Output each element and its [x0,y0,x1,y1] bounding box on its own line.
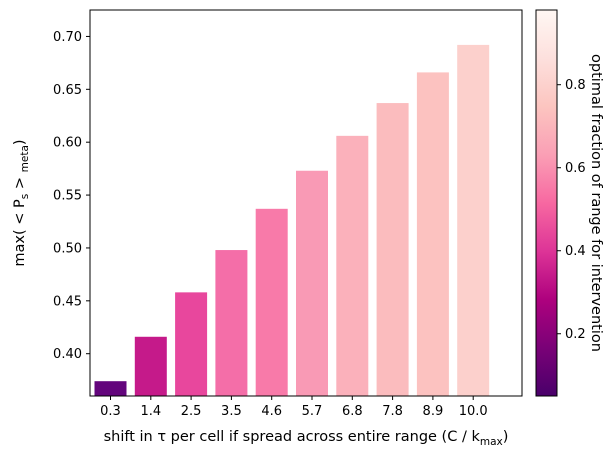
y-tick-label: 0.60 [53,136,82,151]
y-tick-label: 0.65 [53,83,82,98]
x-tick-label: 7.8 [382,404,403,419]
colorbar-label: optimal fraction of range for interventi… [588,54,604,352]
y-tick-label: 0.40 [53,347,82,362]
x-tick-label: 8.9 [423,404,444,419]
colorbar-tick-label: 0.2 [565,327,586,342]
x-tick-label: 0.3 [100,404,121,419]
bar-9 [457,44,490,397]
y-axis-ticks: 0.40 0.45 0.50 0.55 0.60 0.65 0.70 [53,30,90,362]
x-axis-label: shift in τ per cell if spread across ent… [104,429,509,448]
bar-7 [376,103,409,396]
bar-4 [255,208,288,396]
x-tick-label: 1.4 [140,404,161,419]
bar-6 [336,135,369,397]
colorbar-ticks: 0.2 0.4 0.6 0.8 [557,78,586,342]
x-axis-ticks: 0.3 1.4 2.5 3.5 4.6 5.7 6.8 7.8 8.9 10.0 [100,396,488,419]
bars-group [94,44,490,397]
x-tick-label: 3.5 [221,404,242,419]
y-tick-label: 0.70 [53,30,82,45]
bar-8 [416,72,449,396]
bar-1 [134,336,167,396]
colorbar-tick-label: 0.6 [565,161,586,176]
y-tick-label: 0.50 [53,241,82,256]
plot-frame [89,9,523,397]
bar-3 [215,250,248,396]
x-tick-label: 10.0 [459,404,488,419]
bar-2 [175,292,208,396]
x-tick-label: 6.8 [342,404,363,419]
y-tick-label: 0.55 [53,189,82,204]
bar-0 [94,381,127,396]
x-tick-label: 5.7 [302,404,323,419]
y-tick-label: 0.45 [53,294,82,309]
x-tick-label: 4.6 [261,404,282,419]
colorbar-tick-label: 0.4 [565,244,586,259]
y-axis-label: max( < Ps > meta) [12,139,31,266]
colorbar [535,9,558,397]
colorbar-tick-label: 0.8 [565,78,586,93]
bar-5 [296,170,328,396]
x-tick-label: 2.5 [181,404,202,419]
